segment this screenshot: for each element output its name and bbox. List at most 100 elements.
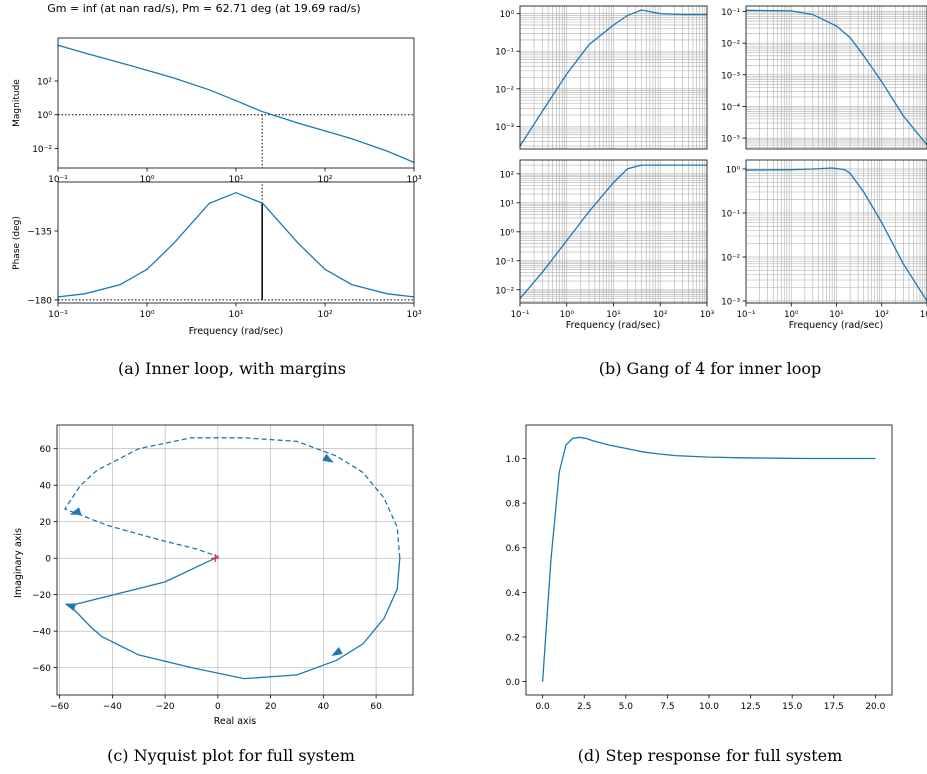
nyquist-ytick-label: −20 (32, 591, 51, 601)
gang-panel-top-right-frame (745, 5, 927, 150)
step-xtick-label: 20.0 (865, 702, 885, 712)
step-ytick-label: 0.8 (506, 500, 521, 510)
gang-top-left-ytick-label: 10⁰ (500, 10, 515, 20)
gang-top-right-ytick-label: 10⁻⁵ (721, 135, 740, 145)
nyquist-xtick-label: 20 (265, 702, 277, 712)
gang-panel-bottom-right-frame (745, 159, 927, 304)
bode-magnitude-xtick-label: 10⁻¹ (48, 175, 68, 185)
nyquist-ytick-label: 60 (40, 445, 52, 455)
nyquist-xtick-label: 60 (370, 702, 382, 712)
nyquist-arrow-0 (64, 603, 77, 611)
step-xtick-label: 5.0 (619, 702, 634, 712)
gang-bottom-left-ytick-label: 10⁻² (495, 286, 514, 296)
bode-phase-xtick-label: 10⁰ (139, 310, 154, 320)
step-axes: 0.0 2.5 5.0 7.5 10.0 12.5 15.0 17.5 20.0 0.0 0.2 0.… (506, 424, 893, 712)
bode-phase-xtick-label: 10¹ (228, 310, 243, 320)
gang-panel-top-left-frame (519, 5, 708, 150)
step-xtick-label: 7.5 (660, 702, 674, 712)
bode-xlabel: Frequency (rad/sec) (189, 326, 284, 337)
gang-bottom-right-curve (745, 167, 927, 302)
step-xtick-label: 10.0 (699, 702, 719, 712)
gang-bottom-left-xtick-label: 10¹ (606, 310, 620, 320)
gang-bottom-left-xtick-label: 10⁻¹ (511, 310, 530, 320)
gang-bottom-right-xtick-label: 10¹ (829, 310, 843, 320)
bode-magnitude-ylabel: Magnitude (12, 79, 22, 127)
step-xtick-label: 0.0 (535, 702, 550, 712)
gang-left-xlabel: Frequency (rad/sec) (566, 320, 661, 331)
nyquist-dashed-curve (63, 437, 401, 559)
gang-bottom-right-ytick-label: 10⁻² (721, 253, 740, 263)
gang-top-left-ytick-label: 10⁻² (495, 85, 514, 95)
nyquist-xtick-label: −20 (156, 702, 175, 712)
nyquist-xtick-label: −60 (50, 702, 69, 712)
bode-phase-xtick-label: 10² (317, 310, 332, 320)
gang-panel-bottom-left-frame (519, 159, 708, 304)
nyquist-axes: −60 −40 −20 0 20 40 60 −60 −40 −20 0 20 40 60 Real ax… (13, 424, 414, 727)
bode-magnitude-xtick-label: 10⁰ (139, 175, 154, 185)
gang-bottom-left-ytick-label: 10⁻¹ (495, 257, 514, 267)
caption-b: (b) Gang of 4 for inner loop (599, 359, 822, 378)
bode-magnitude-xtick-label: 10² (317, 175, 332, 185)
step-xtick-label: 17.5 (824, 702, 844, 712)
caption-d: (d) Step response for full system (578, 746, 843, 765)
step-frame (525, 424, 893, 696)
bode-phase-axes: 10⁻¹ 10⁰ 10¹ 10² 10³ −180 −135 Phase (deg) Fre… (12, 181, 422, 337)
nyquist-frame (56, 424, 414, 696)
step-ytick-label: 0.2 (506, 633, 520, 643)
gang-top-right-ytick-label: 10⁻³ (721, 71, 740, 81)
bode-phase-frame (57, 181, 415, 304)
nyquist-ytick-label: −40 (32, 628, 51, 638)
nyquist-ylabel: Imaginary axis (13, 528, 24, 598)
bode-phase-curve (57, 192, 415, 298)
step-response-curve (541, 436, 876, 682)
gang-bottom-left-ytick-label: 10¹ (500, 199, 514, 209)
bode-magnitude-ytick-label: 10⁰ (37, 111, 52, 121)
bode-phase-xtick-label: 10³ (406, 310, 421, 320)
nyquist-solid-curve (68, 557, 401, 680)
nyquist-ytick-label: 40 (40, 482, 52, 492)
nyquist-ytick-label: −60 (32, 664, 51, 674)
bode-title: Gm = inf (at nan rad/s), Pm = 62.71 deg … (47, 2, 360, 15)
gang-top-left-curve (519, 9, 707, 147)
caption-a: (a) Inner loop, with margins (118, 359, 346, 378)
bode-phase-ylabel: Phase (deg) (12, 216, 22, 270)
nyquist-xtick-label: −40 (103, 702, 122, 712)
nyquist-arrow-1 (331, 647, 343, 656)
bode-phase-ytick-label: −135 (27, 228, 52, 238)
nyquist-arrow-2 (69, 507, 82, 515)
gang-bottom-right-ytick-label: 10⁻³ (721, 297, 740, 307)
nyquist-arrow-3 (322, 453, 334, 463)
bode-phase-ytick-label: −180 (27, 296, 52, 306)
step-xtick-label: 2.5 (577, 702, 591, 712)
step-ytick-label: 1.0 (506, 455, 521, 465)
gang-top-right-curve (745, 9, 927, 146)
nyquist-xtick-label: 0 (215, 702, 221, 712)
gang-bottom-left-xtick-label: 10⁰ (560, 310, 575, 320)
gang-of-four-axes: 10⁻³ 10⁻² 10⁻¹ 10⁰ 10⁻⁵ 10⁻⁴ 10⁻³ 10⁻² 10⁻¹ 10⁻² 1… (495, 5, 927, 331)
nyquist-ytick-label: 0 (45, 555, 51, 565)
gang-top-right-ytick-label: 10⁻¹ (721, 8, 740, 18)
gang-bottom-left-ytick-label: 10² (500, 170, 514, 180)
bode-magnitude-axes: 10⁻¹ 10⁰ 10¹ 10² 10³ 10⁻² 10⁰ 10² Magnitude (12, 37, 422, 185)
bode-magnitude-ytick-label: 10² (37, 77, 52, 87)
step-xtick-label: 15.0 (782, 702, 802, 712)
gang-bottom-right-ytick-label: 10⁻¹ (721, 209, 740, 219)
gang-bottom-right-xtick-label: 10⁻¹ (737, 310, 756, 320)
nyquist-xtick-label: 40 (318, 702, 330, 712)
gang-bottom-left-curve (519, 164, 707, 299)
bode-magnitude-xtick-label: 10³ (406, 175, 421, 185)
gang-top-right-ytick-label: 10⁻² (721, 40, 740, 50)
bode-magnitude-curve (57, 44, 415, 163)
bode-magnitude-frame (57, 37, 415, 169)
gang-bottom-right-xtick-label: 10³ (920, 310, 927, 320)
step-xtick-label: 12.5 (741, 702, 761, 712)
nyquist-ytick-label: 20 (40, 518, 52, 528)
bode-magnitude-xtick-label: 10¹ (228, 175, 243, 185)
gang-top-right-ytick-label: 10⁻⁴ (721, 103, 740, 113)
step-ytick-label: 0.4 (506, 589, 521, 599)
gang-right-xlabel: Frequency (rad/sec) (789, 320, 884, 331)
gang-bottom-right-xtick-label: 10⁰ (784, 310, 799, 320)
step-ytick-label: 0.6 (506, 544, 521, 554)
bode-magnitude-ytick-label: 10⁻² (32, 145, 52, 155)
